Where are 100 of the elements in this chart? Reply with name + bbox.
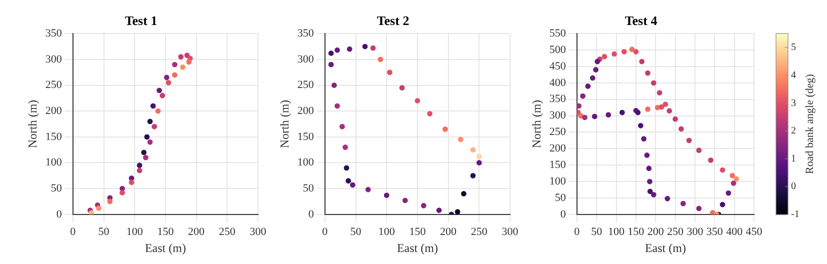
point xyxy=(476,154,482,160)
point xyxy=(726,190,732,196)
point xyxy=(164,74,170,80)
point xyxy=(155,108,161,114)
point xyxy=(606,112,612,118)
point xyxy=(344,165,350,171)
y-tick-label: 400 xyxy=(549,76,566,89)
point xyxy=(592,114,598,120)
point xyxy=(442,126,448,132)
point xyxy=(350,182,356,188)
color-bar-label: 2 xyxy=(791,126,796,137)
point xyxy=(331,82,337,88)
y-tick-label: 0 xyxy=(560,208,566,220)
point xyxy=(402,198,408,204)
y-tick-label: 100 xyxy=(549,175,566,188)
x-tick-label: 100 xyxy=(126,226,144,238)
y-tick-label: 100 xyxy=(45,156,62,169)
point xyxy=(720,202,726,208)
chart-title: Test 2 xyxy=(376,13,410,28)
y-tick-label: 350 xyxy=(549,93,566,106)
point xyxy=(186,59,192,65)
point xyxy=(730,172,736,178)
x-tick-label: 250 xyxy=(218,226,236,238)
x-axis-title: East (m) xyxy=(396,240,438,255)
point xyxy=(143,154,148,160)
x-tick-label: 50 xyxy=(591,226,603,238)
point xyxy=(136,162,142,168)
point xyxy=(639,58,645,64)
point xyxy=(384,192,390,198)
point xyxy=(172,62,178,68)
point xyxy=(454,209,460,214)
y-tick-label: 350 xyxy=(297,27,314,40)
point xyxy=(658,104,664,110)
y-tick-label: 350 xyxy=(45,27,62,40)
y-tick-label: 300 xyxy=(45,53,62,66)
point xyxy=(427,110,432,116)
point xyxy=(386,70,392,76)
point xyxy=(88,210,94,214)
y-tick-label: 200 xyxy=(45,104,62,117)
point xyxy=(156,88,162,94)
y-tick-label: 500 xyxy=(549,44,566,56)
point xyxy=(708,157,714,163)
point xyxy=(346,46,352,52)
point xyxy=(621,48,627,54)
point xyxy=(602,54,608,60)
y-tick-label: 250 xyxy=(549,126,566,138)
point xyxy=(647,188,653,194)
point xyxy=(172,72,178,78)
point xyxy=(136,168,142,174)
point xyxy=(580,93,586,99)
point xyxy=(399,85,405,91)
y-tick-label: 100 xyxy=(297,156,314,169)
x-tick-label: 150 xyxy=(157,226,174,238)
point xyxy=(578,113,584,118)
y-axis-title: North (m) xyxy=(529,100,544,148)
point xyxy=(619,110,625,116)
color-bar-label: 5 xyxy=(791,42,796,54)
point xyxy=(178,54,184,60)
x-tick-label: 300 xyxy=(502,226,519,238)
y-tick-label: 450 xyxy=(549,60,566,72)
point xyxy=(342,144,348,150)
color-bar-label: 3 xyxy=(791,98,796,109)
point xyxy=(576,103,582,109)
color-bar-label: 4 xyxy=(791,70,796,81)
y-tick-label: 50 xyxy=(554,192,566,204)
y-tick-label: 50 xyxy=(302,182,314,194)
point xyxy=(339,124,345,130)
x-tick-label: 150 xyxy=(409,226,426,238)
point xyxy=(672,116,678,122)
point xyxy=(160,92,166,98)
point xyxy=(184,52,190,58)
point xyxy=(370,45,376,51)
point xyxy=(629,46,635,52)
point xyxy=(645,106,650,112)
point xyxy=(461,191,466,196)
point xyxy=(378,56,384,62)
point xyxy=(436,208,442,213)
point xyxy=(328,50,334,56)
y-tick-label: 150 xyxy=(297,130,314,143)
x-tick-label: 400 xyxy=(726,226,744,238)
point xyxy=(128,180,134,186)
color-bar-title: Road bank angle (deg) xyxy=(804,74,816,174)
y-tick-label: 150 xyxy=(45,130,62,143)
x-tick-label: 200 xyxy=(647,226,664,238)
x-tick-label: 0 xyxy=(322,226,328,238)
point xyxy=(582,114,588,120)
x-tick-label: 150 xyxy=(628,226,645,238)
point xyxy=(633,48,639,54)
x-tick-label: 300 xyxy=(250,226,267,238)
point xyxy=(644,152,650,158)
x-tick-label: 250 xyxy=(667,226,684,238)
point xyxy=(107,198,113,204)
point xyxy=(664,196,670,202)
y-tick-label: 50 xyxy=(50,182,62,194)
y-tick-label: 0 xyxy=(308,208,314,220)
point xyxy=(152,124,158,130)
point xyxy=(638,122,644,128)
color-bar-label: 0 xyxy=(791,181,796,192)
x-tick-label: 450 xyxy=(746,226,763,238)
point xyxy=(328,62,334,68)
